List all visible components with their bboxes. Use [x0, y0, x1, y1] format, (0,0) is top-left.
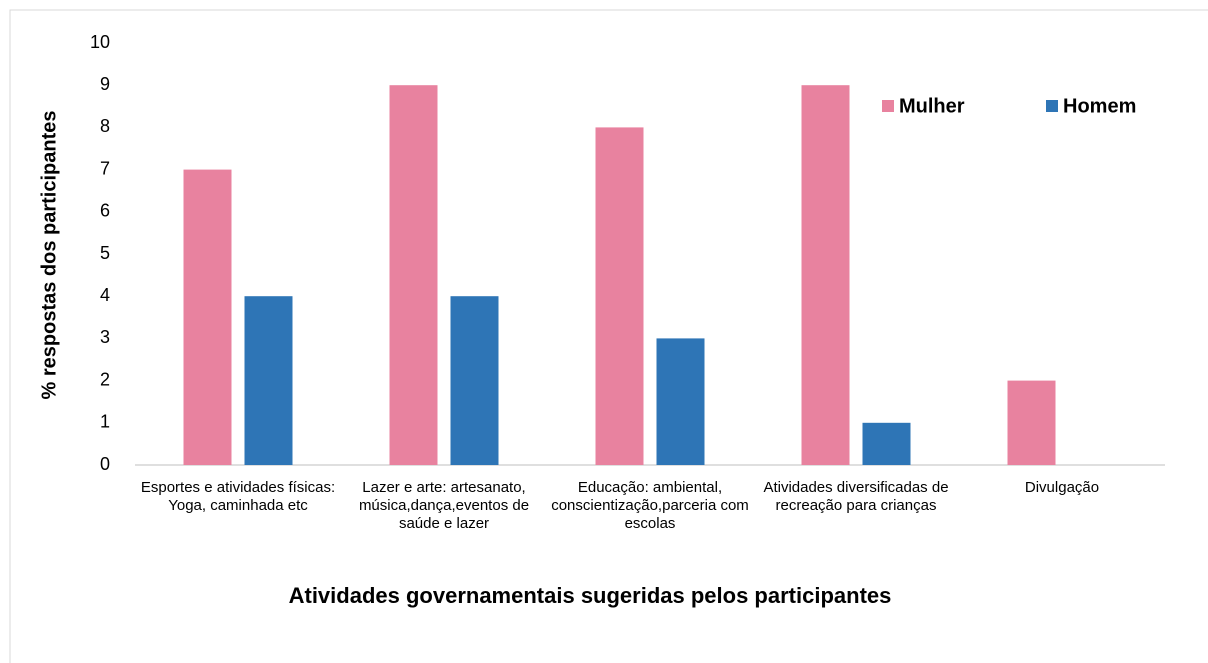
- legend-label: Homem: [1063, 95, 1136, 117]
- legend-swatch: [1046, 100, 1058, 112]
- bar: [862, 422, 911, 465]
- y-tick-label: 7: [100, 158, 110, 178]
- legend-label: Mulher: [899, 95, 965, 117]
- x-tick-label: Divulgação: [1024, 479, 1100, 496]
- bar: [656, 338, 705, 465]
- y-tick-label: 2: [100, 369, 110, 389]
- y-tick-label: 4: [100, 285, 110, 305]
- x-tick-label: Atividades diversificadas de recreação p…: [763, 479, 949, 514]
- y-tick-label: 6: [100, 201, 110, 221]
- bar: [1007, 380, 1056, 465]
- y-axis-title: % respostas dos participantes: [38, 111, 60, 400]
- bar: [389, 85, 438, 465]
- y-tick-label: 0: [100, 454, 110, 474]
- x-tick-label: Esportes e atividades físicas: Yoga, cam…: [140, 479, 336, 514]
- x-tick-label: Lazer e arte: artesanato, música,dança,e…: [358, 479, 530, 532]
- bar: [801, 85, 850, 465]
- frame: [9, 9, 1208, 663]
- y-tick-label: 10: [90, 32, 110, 52]
- y-tick-label: 5: [100, 243, 110, 263]
- y-tick-label: 3: [100, 327, 110, 347]
- y-tick-label: 8: [100, 116, 110, 136]
- y-tick-label: 9: [100, 74, 110, 94]
- y-tick-label: 1: [100, 412, 110, 432]
- bar: [244, 296, 293, 465]
- bar: [183, 169, 232, 465]
- bar: [595, 127, 644, 466]
- x-tick-label: Educação: ambiental, conscientização,par…: [551, 479, 749, 532]
- bar: [450, 296, 499, 465]
- legend-swatch: [882, 100, 894, 112]
- x-axis-title: Atividades governamentais sugeridas pelo…: [289, 583, 892, 608]
